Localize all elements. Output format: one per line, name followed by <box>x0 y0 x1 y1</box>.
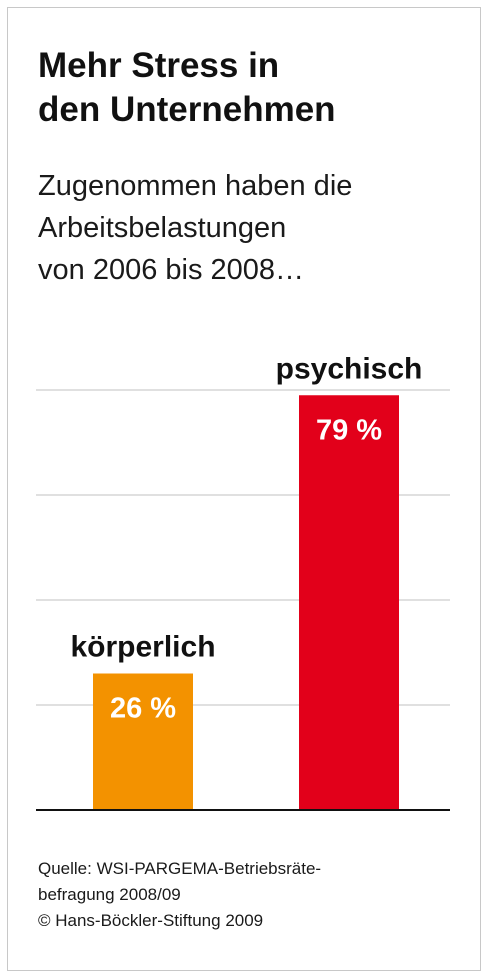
bar-value-label: 26 % <box>110 693 176 725</box>
bar-2 <box>299 395 399 810</box>
chart-subtitle: Zugenommen haben die Arbeitsbelastungen … <box>38 170 353 286</box>
category-label: psychisch <box>276 352 423 385</box>
chart-title: Mehr Stress in den Unternehmen <box>38 46 336 129</box>
category-label: körperlich <box>70 631 215 664</box>
bar-value-label: 79 % <box>316 414 382 446</box>
bar-1 <box>93 673 193 810</box>
source-note: Quelle: WSI-PARGEMA-Betriebsräte- befrag… <box>38 859 322 930</box>
